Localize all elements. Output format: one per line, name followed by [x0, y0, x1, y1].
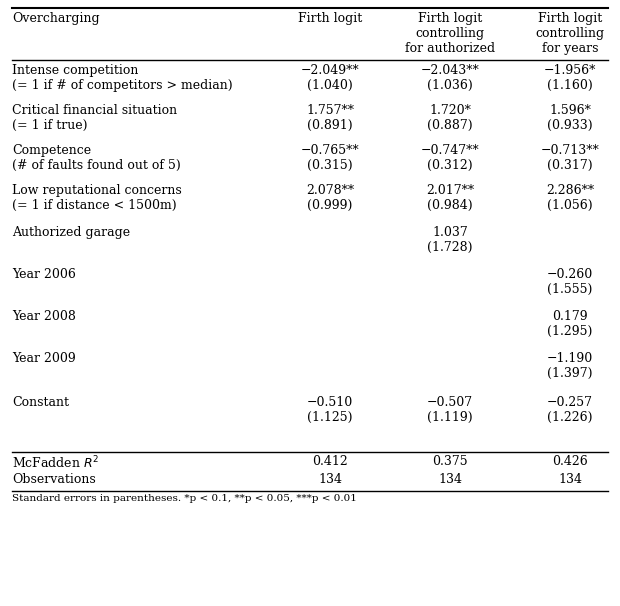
Text: −2.049**
(1.040): −2.049** (1.040) — [301, 64, 360, 92]
Text: −2.043**
(1.036): −2.043** (1.036) — [420, 64, 479, 92]
Text: Standard errors in parentheses. *p < 0.1, **p < 0.05, ***p < 0.01: Standard errors in parentheses. *p < 0.1… — [12, 494, 357, 503]
Text: Firth logit
controlling
for authorized: Firth logit controlling for authorized — [405, 12, 495, 55]
Text: Year 2008: Year 2008 — [12, 310, 76, 323]
Text: 0.412: 0.412 — [312, 455, 348, 468]
Text: Year 2009: Year 2009 — [12, 352, 76, 365]
Text: Year 2006: Year 2006 — [12, 268, 76, 281]
Text: 0.426: 0.426 — [552, 455, 588, 468]
Text: 0.375: 0.375 — [432, 455, 468, 468]
Text: −1.956*
(1.160): −1.956* (1.160) — [544, 64, 596, 92]
Text: Observations: Observations — [12, 473, 95, 486]
Text: Authorized garage: Authorized garage — [12, 226, 130, 239]
Text: Critical financial situation
(= 1 if true): Critical financial situation (= 1 if tru… — [12, 104, 177, 132]
Text: McFadden $R^2$: McFadden $R^2$ — [12, 455, 99, 471]
Text: −0.257
(1.226): −0.257 (1.226) — [547, 396, 593, 424]
Text: 1.596*
(0.933): 1.596* (0.933) — [547, 104, 593, 132]
Text: Low reputational concerns
(= 1 if distance < 1500m): Low reputational concerns (= 1 if distan… — [12, 184, 182, 212]
Text: −0.510
(1.125): −0.510 (1.125) — [307, 396, 353, 424]
Text: −1.190
(1.397): −1.190 (1.397) — [547, 352, 593, 380]
Text: Intense competition
(= 1 if # of competitors > median): Intense competition (= 1 if # of competi… — [12, 64, 232, 92]
Text: −0.507
(1.119): −0.507 (1.119) — [427, 396, 473, 424]
Text: 1.757**
(0.891): 1.757** (0.891) — [306, 104, 354, 132]
Text: −0.713**
(0.317): −0.713** (0.317) — [541, 144, 600, 172]
Text: 134: 134 — [558, 473, 582, 486]
Text: Overcharging: Overcharging — [12, 12, 100, 25]
Text: 2.017**
(0.984): 2.017** (0.984) — [426, 184, 474, 212]
Text: Constant: Constant — [12, 396, 69, 409]
Text: −0.260
(1.555): −0.260 (1.555) — [547, 268, 593, 296]
Text: 2.078**
(0.999): 2.078** (0.999) — [306, 184, 354, 212]
Text: Firth logit: Firth logit — [298, 12, 362, 25]
Text: 134: 134 — [318, 473, 342, 486]
Text: 134: 134 — [438, 473, 462, 486]
Text: −0.765**
(0.315): −0.765** (0.315) — [301, 144, 360, 172]
Text: Firth logit
controlling
for years: Firth logit controlling for years — [536, 12, 604, 55]
Text: 0.179
(1.295): 0.179 (1.295) — [547, 310, 593, 338]
Text: 1.037
(1.728): 1.037 (1.728) — [427, 226, 472, 254]
Text: Competence
(# of faults found out of 5): Competence (# of faults found out of 5) — [12, 144, 181, 172]
Text: 1.720*
(0.887): 1.720* (0.887) — [427, 104, 473, 132]
Text: 2.286**
(1.056): 2.286** (1.056) — [546, 184, 594, 212]
Text: −0.747**
(0.312): −0.747** (0.312) — [421, 144, 479, 172]
